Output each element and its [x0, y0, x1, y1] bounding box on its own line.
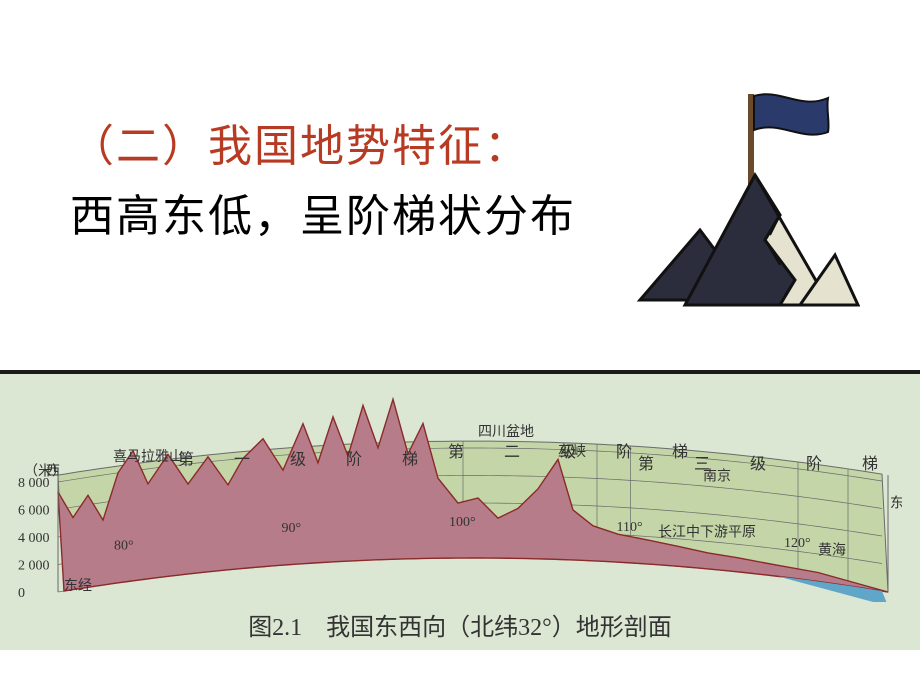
place-label: 喜马拉雅山 — [113, 449, 183, 465]
mountain-flag-clipart — [630, 80, 860, 320]
x-label: 东经 — [64, 578, 92, 594]
lon-tick: 80° — [114, 538, 134, 553]
lon-tick: 90° — [282, 521, 302, 536]
y-tick: 4 000 — [18, 531, 50, 546]
title-line2: 西高东低，呈阶梯状分布 — [70, 180, 670, 244]
title-block: （二）我国地势特征： 西高东低，呈阶梯状分布 — [70, 110, 670, 244]
y-tick: 0 — [18, 586, 25, 601]
place-label: 长江中下游平原 — [658, 524, 756, 540]
place-label: 南京 — [703, 468, 731, 484]
tier-label: 第 一 级 阶 梯 — [178, 451, 430, 469]
lon-tick: 100° — [449, 515, 476, 530]
y-tick: 8 000 — [18, 476, 50, 491]
place-label: 黄海 — [818, 541, 846, 558]
dir-east: 东 — [890, 495, 902, 511]
lon-tick: 110° — [617, 520, 643, 535]
tier-label: 第 三 级 阶 梯 — [638, 455, 890, 473]
lon-tick: 120° — [784, 536, 811, 551]
terrain-profile-svg: （米）西02 0004 0006 0008 000东东经80°90°100°11… — [18, 392, 902, 602]
flag-icon — [754, 94, 829, 134]
terrain-profile-diagram: （米）西02 0004 0006 0008 000东东经80°90°100°11… — [0, 370, 920, 650]
place-label: 横断山 — [368, 392, 410, 393]
place-label: 四川盆地 — [478, 424, 534, 440]
y-tick: 6 000 — [18, 504, 50, 519]
diagram-caption: 图2.1 我国东西向（北纬32°）地形剖面 — [0, 607, 920, 642]
y-tick: 2 000 — [18, 559, 50, 574]
place-label: 巫峡 — [558, 444, 586, 460]
title-line1: （二）我国地势特征： — [70, 110, 670, 174]
